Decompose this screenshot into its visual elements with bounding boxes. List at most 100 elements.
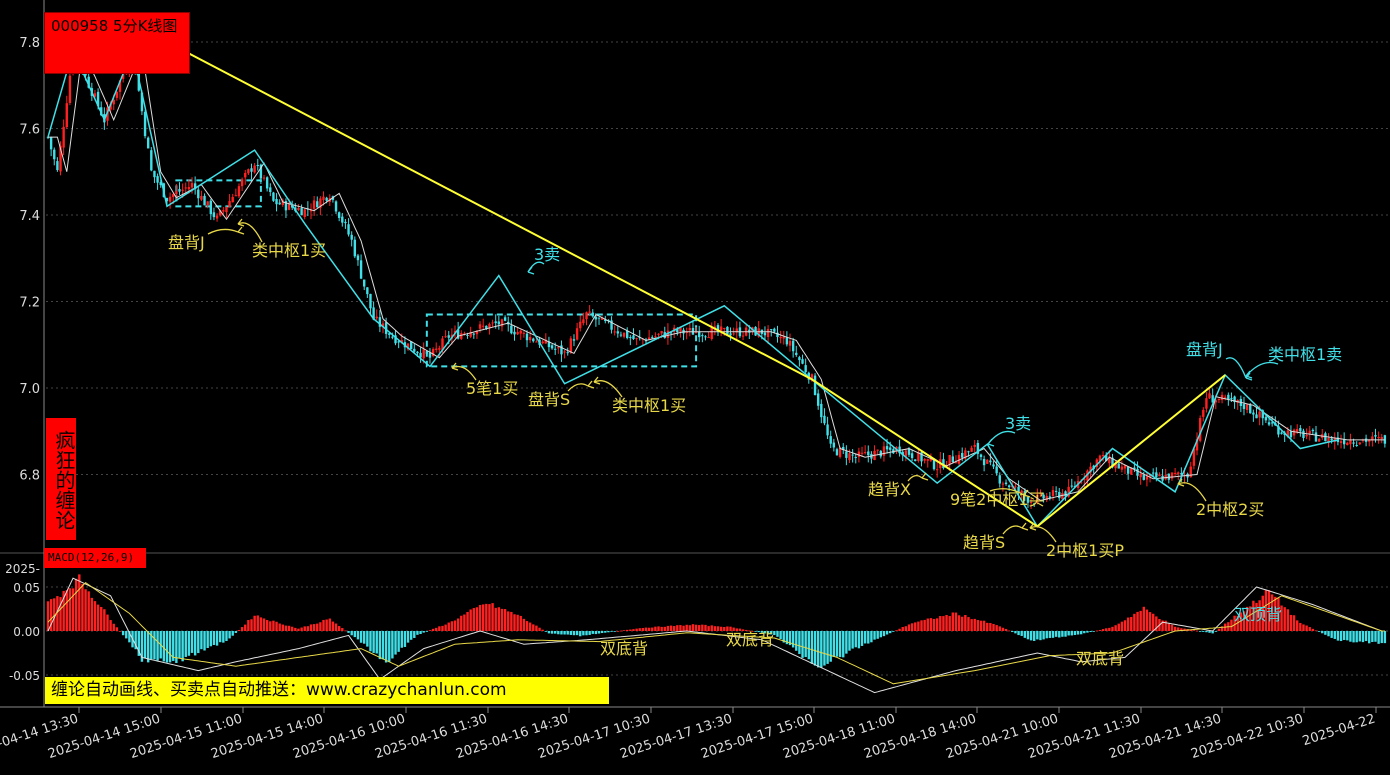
- candle-body: [600, 317, 604, 320]
- candle-body: [785, 337, 789, 345]
- candle-body: [851, 454, 854, 456]
- candle-body: [1311, 429, 1315, 432]
- candle-body: [1070, 485, 1073, 487]
- macd-hist-bar: [813, 631, 817, 666]
- macd-hist-bar: [1161, 620, 1164, 631]
- candle-body: [964, 450, 967, 459]
- candle-body: [907, 448, 911, 455]
- macd-hist-bar: [334, 623, 338, 631]
- candle-body: [701, 335, 704, 337]
- candle-body: [118, 80, 122, 92]
- macd-hist-bar: [741, 629, 745, 631]
- macd-hist-bar: [870, 631, 873, 643]
- candle-body: [1045, 495, 1048, 501]
- candle-body: [1249, 404, 1252, 414]
- macd-hist-bar: [153, 631, 156, 660]
- macd-hist-bar: [118, 631, 122, 632]
- macd-annotation-label: 双底背: [1076, 649, 1124, 668]
- candle-body: [550, 345, 554, 349]
- macd-hist-bar: [729, 626, 732, 631]
- macd-hist-bar: [143, 631, 147, 659]
- candle-body: [541, 341, 544, 344]
- macd-hist-bar: [1371, 631, 1374, 642]
- candle-body: [1305, 435, 1308, 437]
- macd-hist-bar: [231, 631, 234, 636]
- candle-body: [885, 446, 889, 450]
- candle-body: [425, 351, 429, 354]
- candle-body: [49, 137, 53, 150]
- candle-body: [96, 91, 100, 107]
- candle-body: [579, 321, 582, 329]
- macd-hist-bar: [1177, 627, 1180, 631]
- candle-body: [647, 337, 651, 340]
- macd-hist-bar: [488, 604, 491, 631]
- candle-body: [1142, 475, 1145, 480]
- macd-hist-bar: [1045, 631, 1048, 639]
- macd-hist-bar: [491, 603, 494, 631]
- macd-hist-bar: [848, 631, 851, 651]
- candle-body: [594, 316, 598, 320]
- macd-hist-bar: [914, 622, 917, 631]
- zhongshu-box: [175, 179, 262, 208]
- macd-hist-bar: [820, 631, 823, 668]
- annotation-arrowhead: [1245, 370, 1253, 379]
- macd-hist-bar: [788, 631, 792, 646]
- candle-body: [1227, 394, 1230, 400]
- macd-hist-bar: [1145, 609, 1149, 631]
- macd-hist-bar: [1114, 625, 1117, 631]
- macd-hist-bar: [885, 631, 889, 635]
- macd-hist-bar: [53, 598, 56, 631]
- macd-hist-bar: [751, 631, 754, 632]
- macd-hist-bar: [215, 631, 219, 646]
- macd-hist-bar: [146, 631, 150, 663]
- macd-hist-bar: [716, 626, 720, 631]
- annotation-label: 盘背S: [528, 390, 570, 409]
- macd-hist-bar: [795, 631, 798, 651]
- macd-hist-bar: [225, 631, 228, 641]
- macd-hist-bar: [1039, 631, 1042, 641]
- candle-body: [146, 137, 150, 149]
- candle-body: [926, 459, 929, 461]
- macd-hist-bar: [1033, 631, 1036, 641]
- candle-body: [1064, 491, 1067, 497]
- candle-body: [748, 329, 751, 333]
- macd-hist-bar: [363, 631, 366, 644]
- candle-body: [1208, 393, 1211, 399]
- macd-hist-bar: [453, 620, 457, 631]
- candle-body: [184, 187, 187, 189]
- macd-hist-bar: [989, 623, 992, 631]
- candle-body: [472, 333, 475, 335]
- macd-hist-bar: [350, 631, 353, 636]
- candle-body: [1314, 432, 1318, 442]
- candle-body: [1001, 483, 1005, 485]
- candle-body: [409, 341, 413, 350]
- candle-body: [431, 349, 435, 356]
- candle-body: [356, 255, 360, 261]
- candle-body: [726, 326, 729, 335]
- candle-body: [1033, 503, 1036, 505]
- macd-hist-bar: [59, 597, 62, 631]
- macd-hist-bar: [535, 625, 538, 631]
- candle-body: [250, 168, 253, 172]
- macd-hist-bar: [657, 626, 660, 631]
- promo-banner[interactable]: 缠论自动画线、买卖点自动推送：www.crazychanlun.com: [45, 677, 609, 704]
- candle-body: [942, 459, 945, 469]
- macd-hist-bar: [500, 608, 504, 631]
- macd-hist-bar: [1086, 631, 1089, 633]
- macd-hist-bar: [929, 618, 933, 631]
- candle-body: [547, 341, 551, 348]
- candle-body: [488, 324, 491, 329]
- candle-body: [979, 454, 983, 457]
- macd-hist-bar: [510, 611, 513, 631]
- candle-body: [610, 320, 613, 330]
- macd-hist-bar: [744, 629, 748, 631]
- candle-body: [835, 449, 839, 456]
- candle-body: [416, 351, 419, 354]
- macd-hist-bar: [676, 625, 679, 631]
- candle-body: [1079, 481, 1083, 483]
- dea-line: [47, 581, 1385, 685]
- candle-body: [597, 317, 601, 319]
- macd-hist-bar: [1289, 614, 1293, 631]
- candle-body: [729, 333, 732, 336]
- macd-hist-bar: [1339, 631, 1343, 642]
